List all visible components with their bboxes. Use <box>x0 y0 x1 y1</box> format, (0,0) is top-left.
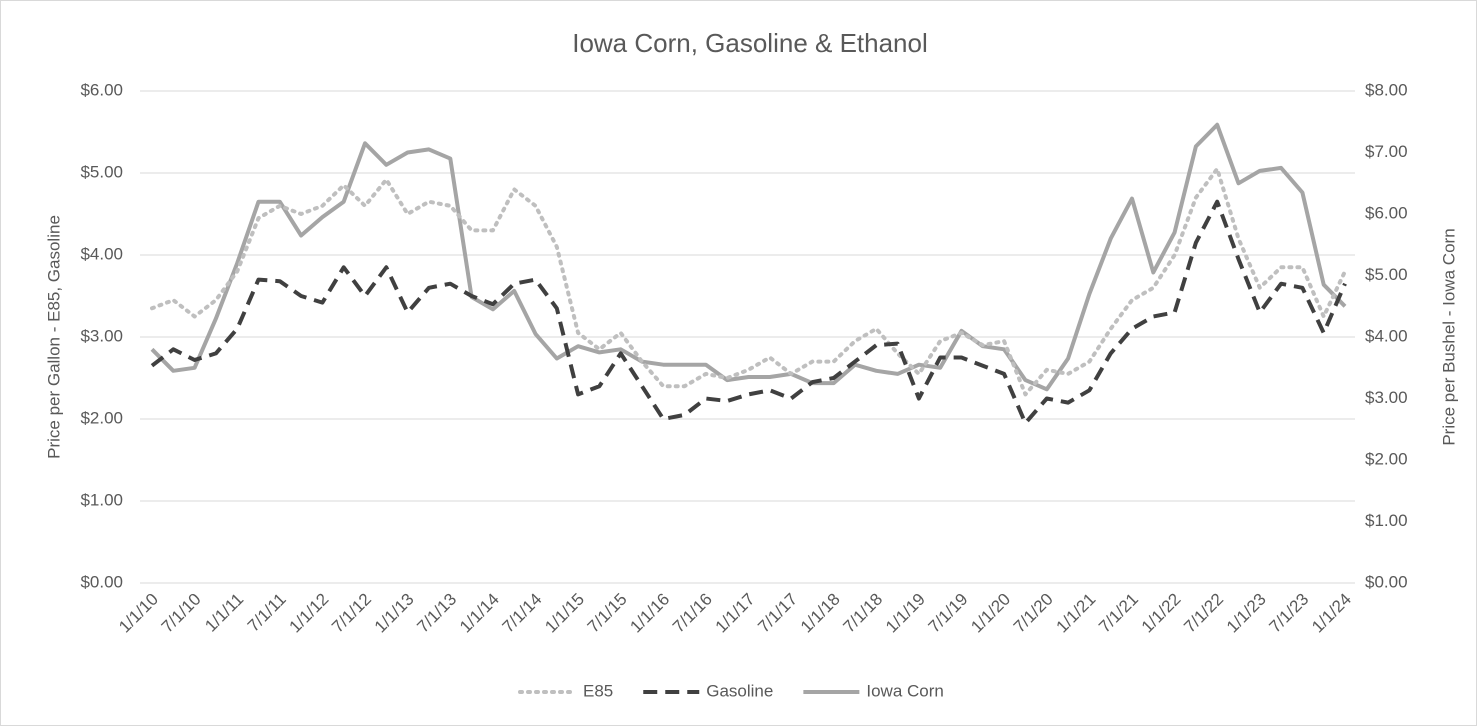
legend: E85 Gasoline Iowa Corn <box>518 681 944 700</box>
series-line <box>150 166 1347 397</box>
y2-tick-label: $4.00 <box>1365 326 1408 345</box>
y-tick-label: $4.00 <box>80 244 123 263</box>
y2-tick-label: $0.00 <box>1365 572 1408 591</box>
y2-tick-label: $2.00 <box>1365 449 1408 468</box>
legend-label: E85 <box>583 681 613 700</box>
series-line <box>150 199 1347 426</box>
y2-tick-label: $6.00 <box>1365 203 1408 222</box>
legend-label: Gasoline <box>706 681 773 700</box>
y2-axis-title: Price per Bushel - Iowa Corn <box>1439 228 1458 445</box>
y-tick-label: $5.00 <box>80 162 123 181</box>
y2-tick-label: $3.00 <box>1365 388 1408 407</box>
y-tick-label: $1.00 <box>80 490 123 509</box>
y-tick-label: $0.00 <box>80 572 123 591</box>
y-tick-label: $6.00 <box>80 80 123 99</box>
y2-tick-label: $1.00 <box>1365 511 1408 530</box>
legend-label: Iowa Corn <box>866 681 943 700</box>
y-axis-title: Price per Gallon - E85, Gasoline <box>44 215 63 459</box>
y2-tick-label: $8.00 <box>1365 80 1408 99</box>
chart-title: Iowa Corn, Gasoline & Ethanol <box>572 28 928 58</box>
y-tick-label: $2.00 <box>80 408 123 427</box>
series-line <box>150 122 1347 392</box>
y-tick-label: $3.00 <box>80 326 123 345</box>
y2-tick-label: $7.00 <box>1365 142 1408 161</box>
y2-tick-label: $5.00 <box>1365 265 1408 284</box>
